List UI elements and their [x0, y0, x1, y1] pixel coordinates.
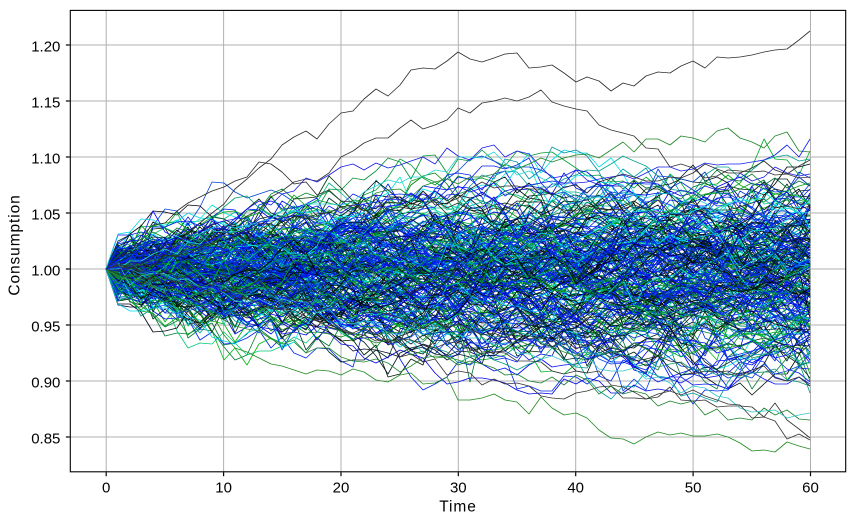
svg-text:0.95: 0.95 [31, 318, 60, 335]
svg-text:10: 10 [215, 480, 232, 497]
svg-text:Time: Time [439, 499, 476, 516]
svg-text:1.15: 1.15 [31, 94, 60, 111]
svg-text:1.05: 1.05 [31, 206, 60, 223]
svg-text:0: 0 [102, 480, 110, 497]
svg-text:1.20: 1.20 [31, 38, 60, 55]
svg-text:0.90: 0.90 [31, 374, 60, 391]
svg-text:50: 50 [685, 480, 702, 497]
svg-text:1.10: 1.10 [31, 150, 60, 167]
svg-text:60: 60 [802, 480, 819, 497]
svg-text:0.85: 0.85 [31, 430, 60, 447]
svg-text:Consumption: Consumption [7, 194, 24, 295]
svg-text:30: 30 [450, 480, 467, 497]
svg-text:1.00: 1.00 [31, 262, 60, 279]
svg-text:20: 20 [333, 480, 350, 497]
svg-text:40: 40 [567, 480, 584, 497]
